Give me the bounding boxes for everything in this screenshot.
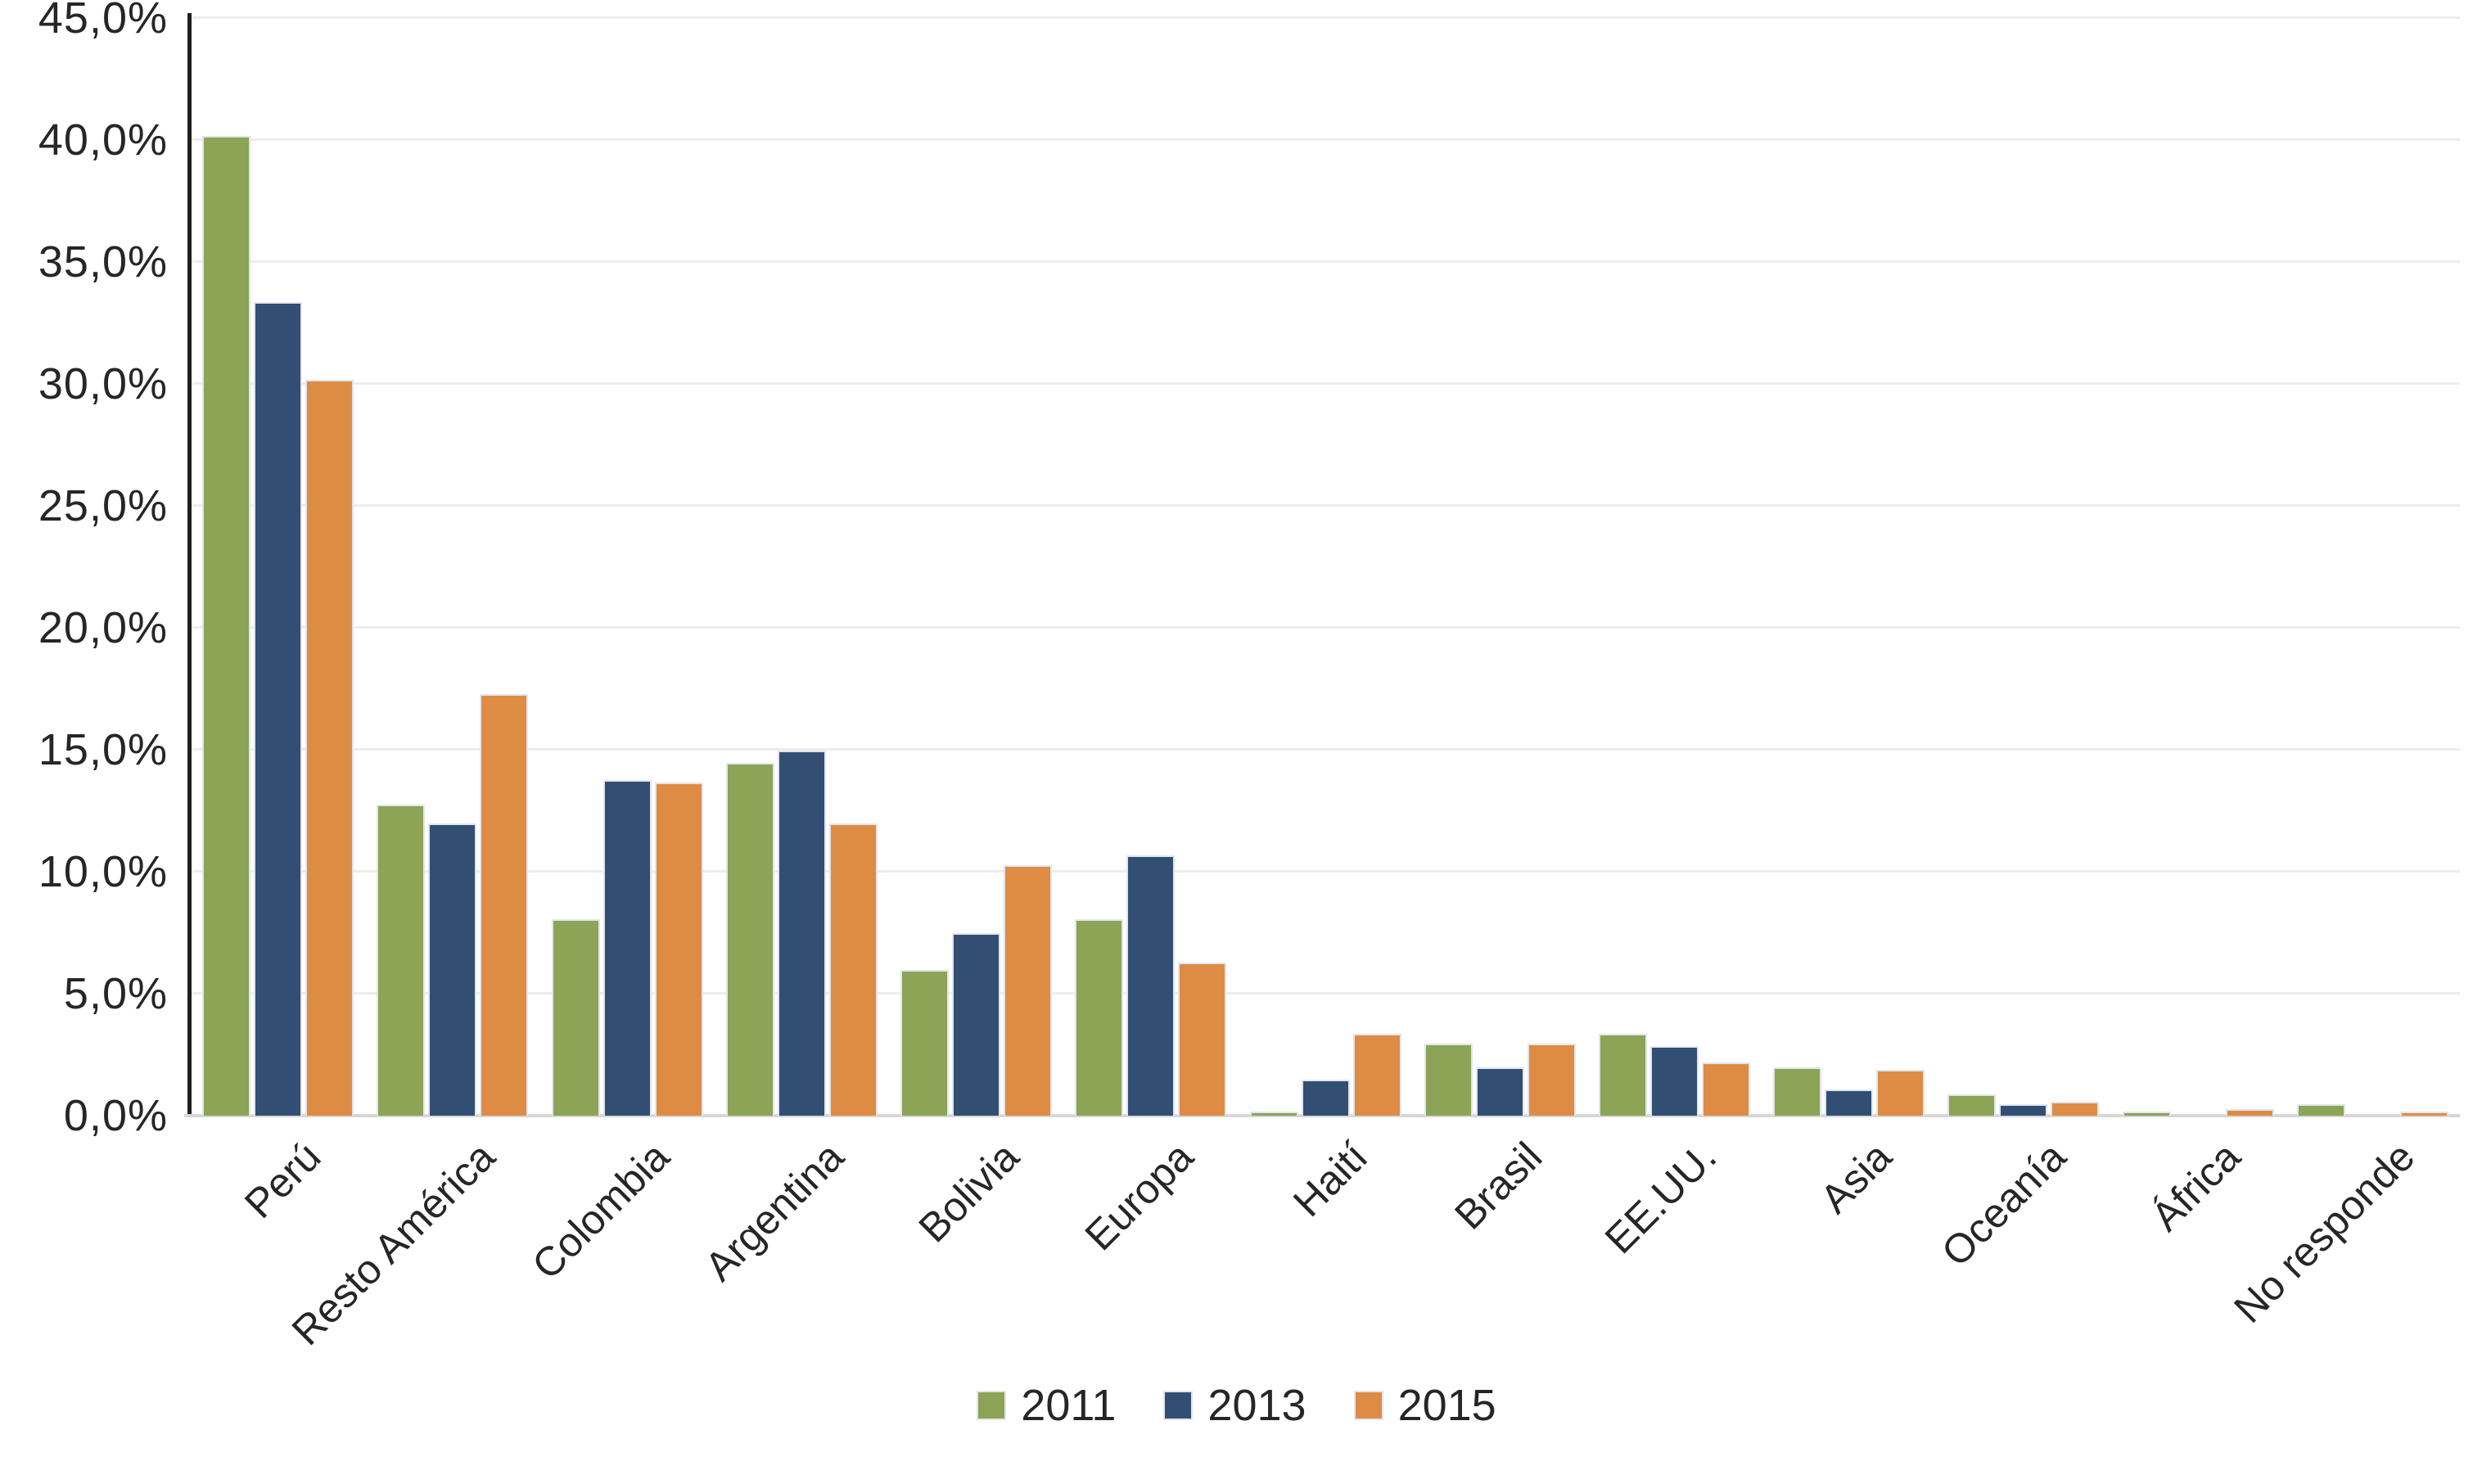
legend-item-2015: 2015 [1353,1380,1496,1431]
bar-group-no-responde [2286,18,2460,1116]
bar-group-colombia [539,18,714,1116]
y-tick-label: 25,0% [38,481,168,530]
legend-label: 2013 [1207,1381,1306,1430]
y-tick-label: 5,0% [63,969,168,1018]
bar-group-brasil [1413,18,1587,1116]
bar-2015 [1178,963,1227,1116]
bar-group--frica [2111,18,2286,1116]
bar-group-europa [1063,18,1238,1116]
bar-2013 [254,302,303,1116]
bar-group-hait- [1238,18,1412,1116]
gridline [191,138,2460,141]
bar-2011 [1773,1067,1822,1116]
y-tick-label: 45,0% [38,0,168,43]
y-tick-label: 35,0% [38,237,168,286]
bar-group-ocean-a [1936,18,2110,1116]
y-tick-label: 15,0% [38,725,168,774]
legend-item-2011: 2011 [977,1380,1116,1431]
legend: 2011 2013 2015 [0,1380,2473,1431]
bar-2015 [654,783,703,1116]
y-tick-label: 10,0% [38,847,168,896]
bar-group-bolivia [889,18,1063,1116]
bar-2011 [1249,1112,1298,1116]
bar-2013 [1649,1046,1699,1116]
gridline [191,16,2460,19]
bar-2013 [1825,1089,1874,1116]
gridline [191,626,2460,629]
bar-2011 [1947,1094,1997,1116]
y-tick-label: 20,0% [38,603,168,652]
legend-swatch-2011 [977,1391,1007,1420]
bar-2013 [1301,1080,1350,1116]
y-axis-line [187,13,192,1117]
bar-2015 [2399,1112,2448,1116]
x-axis-line [184,1114,2460,1117]
bar-groups [191,18,2460,1116]
gridline [191,992,2460,995]
bar-2013 [602,780,652,1116]
bar-2015 [2225,1109,2274,1116]
bar-2015 [1527,1044,1576,1116]
bar-2015 [480,694,529,1116]
bar-2015 [2051,1102,2100,1116]
bar-group-argentina [715,18,889,1116]
y-tick-label: 40,0% [38,115,168,165]
gridline [191,870,2460,873]
legend-label: 2015 [1397,1381,1496,1430]
bar-2013 [777,751,826,1116]
bar-2011 [202,136,251,1116]
bar-2011 [1075,919,1124,1116]
bar-2011 [2296,1104,2345,1116]
gridline [191,504,2460,507]
bar-2013 [428,823,477,1116]
bar-2015 [305,380,354,1116]
legend-swatch-2013 [1163,1391,1194,1420]
bar-2011 [1424,1044,1473,1116]
bar-group-asia [1762,18,1936,1116]
bar-2013 [1475,1067,1524,1116]
bar-2013 [952,933,1001,1116]
bar-2011 [900,970,950,1116]
bar-2011 [551,919,600,1116]
bar-group-per- [191,18,365,1116]
legend-label: 2011 [1021,1381,1117,1430]
bar-2015 [1701,1062,1750,1116]
gridline [191,260,2460,263]
bar-2015 [1004,865,1053,1116]
bar-2015 [1876,1070,1925,1116]
bar-2013 [1126,855,1176,1116]
bar-2011 [1598,1034,1647,1116]
bar-group-ee-uu- [1587,18,1762,1116]
bar-2011 [377,805,426,1116]
bar-2011 [725,763,774,1116]
y-tick-label: 30,0% [38,359,168,408]
bar-2015 [828,823,878,1116]
y-tick-label: 0,0% [63,1091,168,1140]
bar-2013 [1999,1104,2048,1116]
gridline [191,382,2460,385]
legend-item-2013: 2013 [1163,1380,1306,1431]
bar-group-resto-am-rica [365,18,539,1116]
gridline [191,748,2460,751]
bar-2015 [1352,1034,1401,1116]
bar-2011 [2122,1112,2171,1116]
legend-swatch-2015 [1353,1391,1383,1420]
plot-area [184,13,2460,1117]
x-tick-label: Perú [235,1133,329,1227]
